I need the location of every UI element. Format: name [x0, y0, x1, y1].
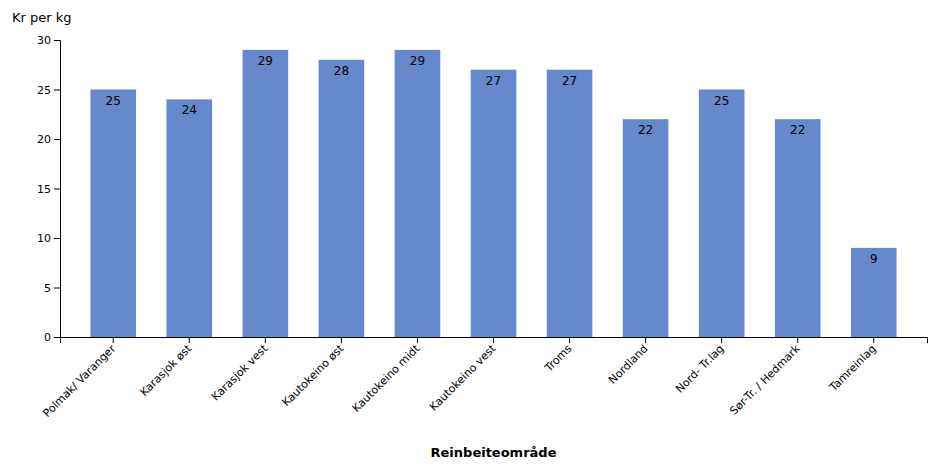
bar [471, 70, 517, 337]
y-axis: 0 5 10 15 20 25 30 [37, 34, 61, 344]
y-tick-label: 20 [37, 133, 51, 146]
data-label: 27 [562, 74, 577, 88]
data-label: 9 [870, 252, 878, 266]
x-axis-label: Reinbeiteområde [431, 445, 557, 460]
data-label: 22 [790, 123, 805, 137]
x-tick-mark [721, 337, 722, 343]
y-tick-mark [54, 189, 60, 190]
data-label: 27 [486, 74, 501, 88]
y-tick-mark [54, 139, 60, 140]
y-tick-label: 10 [37, 232, 51, 245]
x-tick: Kautokeino øst [280, 337, 347, 409]
x-tick-label: Kautokeino midt [350, 342, 423, 415]
x-tick-mark [645, 337, 646, 343]
bar [547, 70, 593, 337]
y-axis-line [54, 41, 61, 338]
x-tick-mark [797, 337, 798, 343]
y-tick: 25 [37, 84, 60, 97]
x-tick: Kautokeino midt [350, 337, 423, 415]
y-tick: 5 [44, 282, 60, 295]
x-tick: Karasjok øst [138, 337, 195, 399]
x-tick: Sør-Tr. / Hedmark [727, 337, 803, 418]
data-label: 25 [106, 94, 121, 108]
y-tick: 0 [44, 331, 60, 344]
bar [166, 99, 212, 337]
x-tick-mark [417, 337, 418, 343]
data-label: 25 [714, 94, 729, 108]
bar [851, 248, 897, 337]
y-tick-mark [54, 90, 60, 91]
x-tick-label: Karasjok vest [209, 342, 271, 404]
bar [775, 119, 821, 337]
bar [623, 119, 669, 337]
y-tick-label: 15 [37, 183, 51, 196]
x-tick-label: Tamreinlag [826, 342, 878, 394]
x-tick-label: Troms [542, 342, 575, 375]
y-tick-mark [54, 337, 60, 338]
data-label: 22 [638, 123, 653, 137]
data-label: 29 [410, 54, 425, 68]
bar [243, 50, 289, 337]
y-tick: 10 [37, 232, 60, 245]
bar [319, 60, 365, 337]
x-tick: Kautokeino vest [427, 337, 499, 414]
x-tick: Troms [542, 337, 575, 375]
x-tick: Karasjok vest [209, 337, 271, 403]
y-tick: 30 [37, 34, 60, 47]
bar [90, 90, 136, 338]
x-tick-label: Nordland [606, 342, 651, 387]
x-tick-mark [189, 337, 190, 343]
x-tick-label: Sør-Tr. / Hedmark [727, 342, 803, 418]
chart-svg: Polmak/ Varanger Karasjok østKarasjok ves… [0, 0, 947, 467]
x-tick-mark [569, 337, 570, 343]
data-label: 28 [334, 64, 349, 78]
y-tick-label: 30 [37, 34, 51, 47]
x-tick-label: Kautokeino øst [280, 342, 347, 409]
y-tick-mark [54, 238, 60, 239]
x-tick: Nord- Tr.lag [673, 337, 726, 396]
x-tick: Polmak/ Varanger [40, 337, 118, 420]
x-tick-mark [873, 337, 874, 343]
y-tick-label: 0 [44, 331, 51, 344]
x-tick-label: Karasjok øst [138, 342, 195, 399]
data-labels: 25 24 29 28 29 27 27 22 25 22 9 [106, 54, 878, 266]
y-tick-label: 25 [37, 84, 51, 97]
chart-container: Polmak/ Varanger Karasjok østKarasjok ves… [0, 0, 947, 467]
plot-area: Polmak/ Varanger Karasjok østKarasjok ves… [37, 34, 928, 420]
y-tick-label: 5 [44, 282, 51, 295]
x-axis-line [61, 338, 928, 344]
x-tick-label: Polmak/ Varanger [40, 342, 118, 420]
x-tick-mark [341, 337, 342, 343]
bar [395, 50, 441, 337]
data-label: 24 [182, 103, 197, 117]
y-tick: 20 [37, 133, 60, 146]
x-tick-mark [265, 337, 266, 343]
x-axis: Polmak/ Varanger Karasjok østKarasjok ves… [40, 337, 927, 420]
bars [90, 50, 896, 337]
data-label: 29 [258, 54, 273, 68]
x-tick-label: Nord- Tr.lag [673, 342, 726, 395]
x-tick-mark [493, 337, 494, 343]
y-tick-mark [54, 288, 60, 289]
x-tick: Tamreinlag [826, 337, 878, 395]
y-tick: 15 [37, 183, 60, 196]
x-tick-mark [113, 337, 114, 343]
y-axis-label: Kr per kg [12, 10, 72, 25]
x-tick: Nordland [606, 337, 651, 387]
x-tick-label: Kautokeino vest [427, 342, 499, 414]
bar [699, 90, 745, 338]
y-tick-mark [54, 40, 60, 41]
